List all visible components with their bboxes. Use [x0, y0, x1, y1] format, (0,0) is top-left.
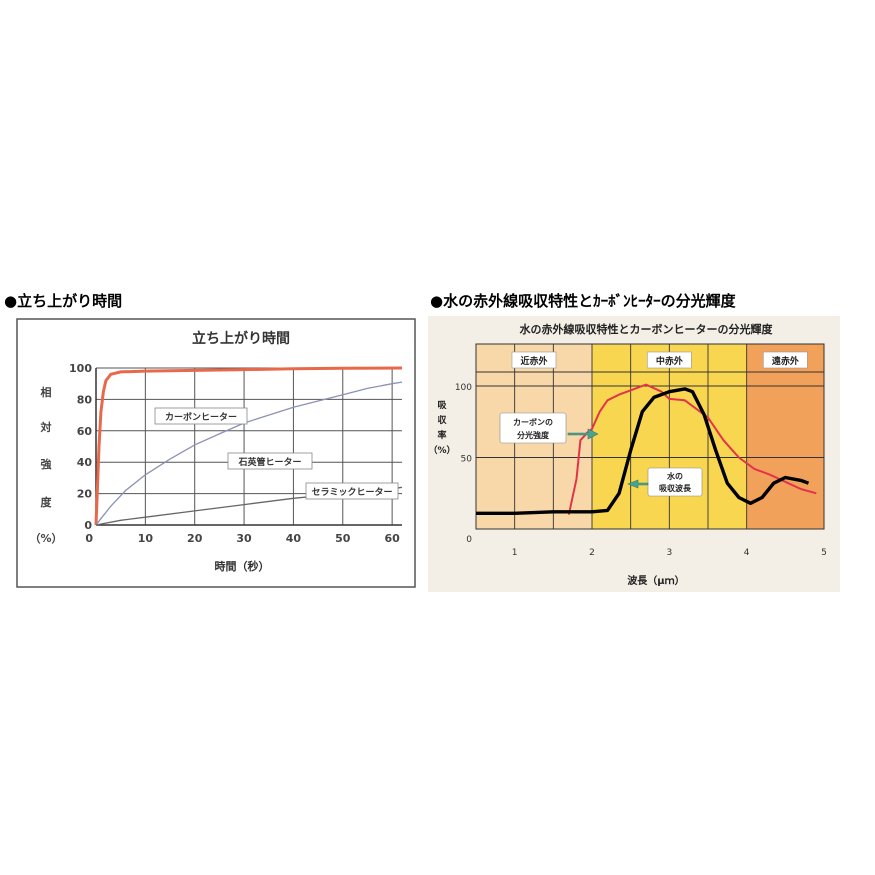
rise-time-series-label: セラミックヒーター: [311, 486, 392, 498]
absorption-x-tick-label: 4: [744, 548, 750, 558]
absorption-region-label: 遠赤外: [772, 355, 799, 367]
water-annotation-arrow: [627, 479, 649, 489]
rise-time-y-tick-label: 0: [84, 519, 92, 532]
absorption-y-axis-label-char: 率: [437, 429, 446, 441]
rise-time-x-tick-label: 30: [236, 532, 252, 545]
rise-time-series-line: [94, 366, 403, 526]
rise-time-y-axis-label-char: （%）: [29, 532, 62, 545]
absorption-x-tick-label: 2: [589, 548, 595, 558]
absorption-region-label-box: [647, 351, 692, 369]
rise-time-origin-label: 0: [85, 532, 93, 545]
absorption-region-label-box: [763, 351, 808, 369]
carbon-annotation-arrow: [567, 428, 599, 440]
water-annotation-box: [647, 467, 703, 497]
rise-time-x-axis-label: 時間（秒）: [215, 559, 270, 573]
rise-time-series-label-box: [154, 407, 248, 425]
rise-time-y-tick-label: 40: [77, 456, 93, 469]
rise-time-series-label: 石英管ヒーター: [237, 456, 301, 468]
rise-time-x-tick-label: 10: [138, 532, 154, 545]
absorption-y-tick-label: 0: [466, 535, 472, 545]
absorption-region-label-box: [511, 351, 557, 369]
absorption-y-tick-label: 100: [455, 383, 472, 393]
rise-time-x-tick-label: 40: [286, 532, 302, 545]
absorption-y-axis-label-char: 収: [437, 414, 447, 426]
rise-time-y-tick-label: 20: [77, 488, 93, 501]
rise-time-y-tick-label: 60: [77, 425, 93, 438]
absorption-x-axis-label: 波長（μｍ）: [627, 574, 684, 587]
rise-time-y-axis-label-char: 相: [41, 385, 52, 399]
rise-time-series-line: [95, 381, 403, 526]
right-chart-heading: ●水の赤外線吸収特性とｶｰﾎﾞﾝﾋｰﾀｰの分光輝度: [430, 292, 736, 310]
absorption-plot-frame: [475, 343, 825, 530]
absorption-series-line: [476, 387, 810, 515]
absorption-x-tick-label: 1: [512, 548, 518, 558]
rise-time-series-label-box: [227, 452, 313, 470]
carbon-annotation-label: カーボンの: [513, 417, 553, 427]
absorption-y-axis-label-char: 吸: [437, 400, 447, 411]
absorption-x-tick-label: 3: [666, 548, 672, 558]
water-annotation-label: 水の: [666, 471, 683, 481]
absorption-x-tick-label: 5: [821, 548, 827, 558]
water-annotation-label: 吸収波長: [659, 483, 692, 493]
absorption-region-label: 近赤外: [520, 355, 547, 367]
absorption-y-tick-label: 50: [461, 455, 473, 465]
rise-time-x-tick-label: 50: [335, 532, 351, 545]
rise-time-chart-frame: [16, 318, 416, 588]
rise-time-y-axis-label-char: 対: [40, 420, 52, 434]
rise-time-x-tick-label: 60: [384, 532, 400, 545]
rise-time-y-axis-label-char: 強: [41, 457, 52, 471]
left-chart-heading: ●立ち上がり時間: [4, 292, 123, 310]
absorption-region-label: 中赤外: [656, 355, 683, 367]
rise-time-y-tick-label: 100: [69, 362, 92, 375]
rise-time-y-axis-label-char: 度: [41, 495, 53, 509]
carbon-annotation-box: [499, 412, 567, 444]
rise-time-series-label-box: [305, 482, 399, 500]
rise-time-series-label: カーボンヒーター: [165, 411, 237, 423]
rise-time-chart-title: 立ち上がり時間: [192, 330, 290, 347]
rise-time-x-tick-label: 20: [187, 532, 203, 545]
absorption-chart-title: 水の赤外線吸収特性とカーボンヒーターの分光輝度: [520, 322, 774, 336]
rise-time-y-tick-label: 80: [77, 393, 93, 406]
absorption-y-axis-label-char: （%）: [428, 445, 455, 456]
carbon-annotation-label: 分光強度: [517, 430, 550, 440]
